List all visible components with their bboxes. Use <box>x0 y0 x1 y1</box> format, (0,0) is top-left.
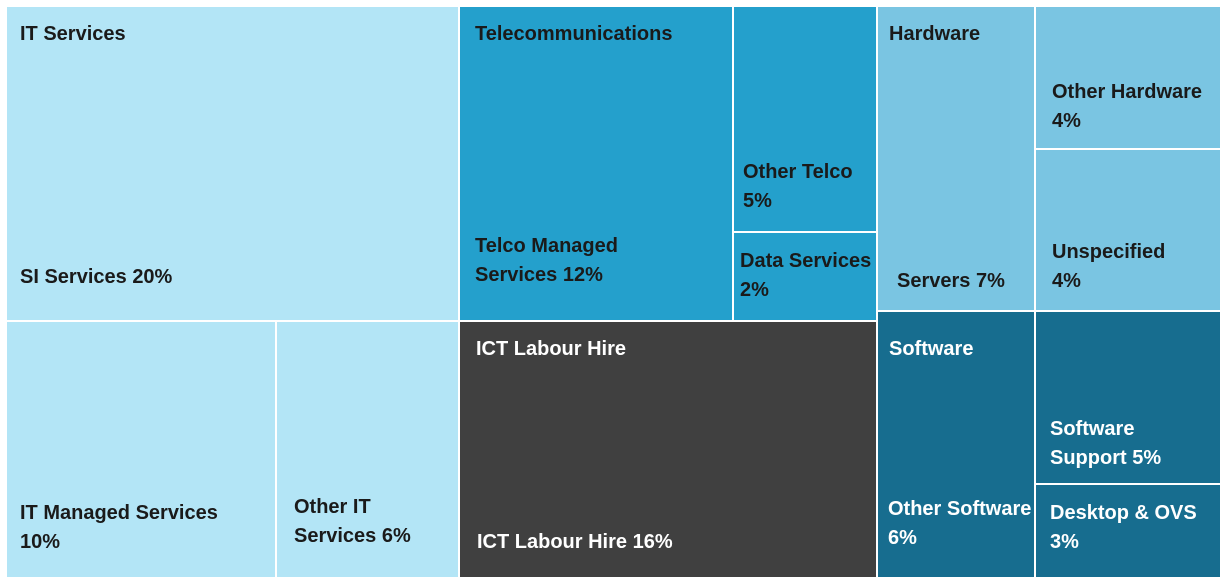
cell-name: Desktop & OVS <box>1050 502 1197 524</box>
treemap-cell: Data Services 2% <box>734 233 876 320</box>
group-title: Telecommunications <box>475 23 673 45</box>
cell-name: Software Support <box>1050 418 1135 469</box>
cell-name: ICT Labour Hire <box>477 531 628 553</box>
cell-label: Desktop & OVS 3% <box>1050 499 1220 557</box>
cell-label: Other Hardware 4% <box>1052 78 1212 136</box>
cell-name: Data Services <box>740 250 872 272</box>
cell-label: Other IT Services 6% <box>294 493 444 551</box>
treemap-cell: IT Managed Services 10% <box>7 322 275 577</box>
cell-name: SI Services <box>20 266 127 288</box>
cell-name: Unspecified <box>1052 241 1166 263</box>
cell-value-label: 4% <box>1052 270 1081 292</box>
cell-value-label: 5% <box>1132 447 1162 469</box>
cell-value-label: 3% <box>1050 531 1079 553</box>
cell-name: IT Managed Services <box>20 502 218 524</box>
cell-label: Servers 7% <box>897 267 1007 296</box>
group-title: IT Services <box>20 23 126 45</box>
cell-value-label: 20% <box>132 266 173 288</box>
cell-name: Other Hardware <box>1052 81 1203 103</box>
cell-value-label: 16% <box>632 531 673 553</box>
group-title: ICT Labour Hire <box>476 338 627 360</box>
cell-value-label: 4% <box>1052 110 1081 132</box>
cell-name: Other Telco <box>743 161 853 183</box>
cell-label: Other Software 6% <box>888 495 1033 553</box>
cell-label: Software Support 5% <box>1050 415 1195 473</box>
cell-value-label: 10% <box>20 531 61 553</box>
treemap-cell: SI Services 20% <box>7 7 458 320</box>
cell-value-label: 2% <box>740 279 769 301</box>
cell-name: Other Software <box>888 498 1032 520</box>
treemap-cell: Other IT Services 6% <box>277 322 458 577</box>
cell-value-label: 6% <box>888 527 917 549</box>
cell-label: Other Telco 5% <box>743 158 878 216</box>
treemap-cell: Servers 7% <box>878 7 1034 310</box>
treemap-cell: Desktop & OVS 3% <box>1036 485 1220 577</box>
cell-value-label: 12% <box>562 264 603 286</box>
cell-name: Telco Managed Services <box>475 235 618 286</box>
cell-label: IT Managed Services 10% <box>20 499 260 557</box>
cell-name: Other IT Services <box>294 496 377 547</box>
cell-label: Unspecified 4% <box>1052 238 1192 296</box>
treemap-cell: ICT Labour Hire 16% <box>460 322 876 577</box>
treemap-cell: Unspecified 4% <box>1036 150 1220 310</box>
cell-label: Data Services 2% <box>740 247 875 305</box>
treemap-cell: Other Hardware 4% <box>1036 7 1220 148</box>
cell-label: ICT Labour Hire 16% <box>477 528 777 557</box>
group-title: Hardware <box>889 23 981 45</box>
cell-value-label: 7% <box>975 270 1005 292</box>
cell-name: Servers <box>897 270 971 292</box>
cell-label: Telco Managed Services 12% <box>475 232 675 290</box>
treemap-cell: Telco Managed Services 12% <box>460 7 732 320</box>
treemap-cell: Software Support 5% <box>1036 312 1220 483</box>
treemap-cell: Other Software 6% <box>878 312 1034 577</box>
treemap-cell: Other Telco 5% <box>734 7 876 231</box>
cell-value-label: 6% <box>381 525 411 547</box>
group-title: Software <box>889 338 974 360</box>
cell-label: SI Services 20% <box>20 263 440 292</box>
cell-value-label: 5% <box>743 190 772 212</box>
